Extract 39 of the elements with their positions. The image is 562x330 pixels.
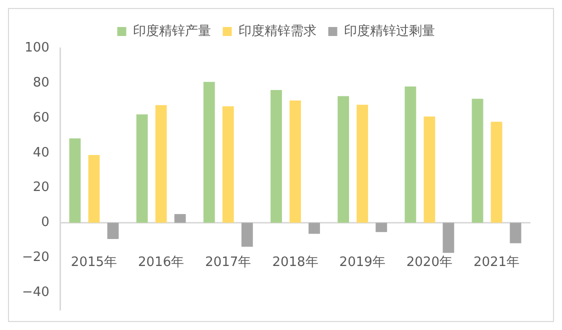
x-tick-label: 2018年 [272, 254, 318, 270]
bar [510, 222, 522, 244]
bar [107, 222, 119, 240]
y-tick-label: −20 [22, 250, 50, 266]
bar [490, 122, 502, 223]
bar [203, 82, 215, 223]
bar [174, 214, 186, 223]
bar [376, 222, 388, 232]
y-tick-label: −40 [22, 285, 50, 300]
legend-label: 印度精锌需求 [238, 22, 316, 39]
x-tick-label: 2020年 [406, 254, 452, 270]
bar [136, 114, 148, 223]
bar [155, 105, 167, 223]
x-tick-label: 2016年 [138, 254, 184, 270]
y-tick-label: 60 [32, 110, 50, 126]
y-tick-label: 0 [41, 215, 50, 230]
x-tick-label: 2017年 [205, 254, 252, 270]
bar [270, 90, 282, 223]
bar [69, 138, 81, 223]
bar [424, 116, 436, 223]
y-tick-label: 100 [24, 40, 50, 56]
bar [241, 222, 253, 247]
bar [338, 96, 350, 223]
y-tick-label: 80 [32, 75, 50, 90]
bar [88, 154, 100, 223]
x-tick-label: 2015年 [70, 254, 118, 270]
x-tick-label: 2019年 [339, 254, 386, 270]
legend-label: 印度精锌过剩量 [344, 22, 435, 39]
legend-label: 印度精锌产量 [132, 22, 211, 39]
y-tick-label: 20 [32, 180, 50, 196]
bar [308, 222, 320, 234]
bar [290, 100, 301, 223]
x-tick-label: 2021年 [473, 254, 520, 270]
bar [442, 222, 454, 253]
bar [222, 106, 234, 223]
bar [356, 104, 368, 223]
y-tick-label: 40 [32, 145, 50, 160]
bar [404, 86, 416, 223]
bar [472, 98, 484, 223]
